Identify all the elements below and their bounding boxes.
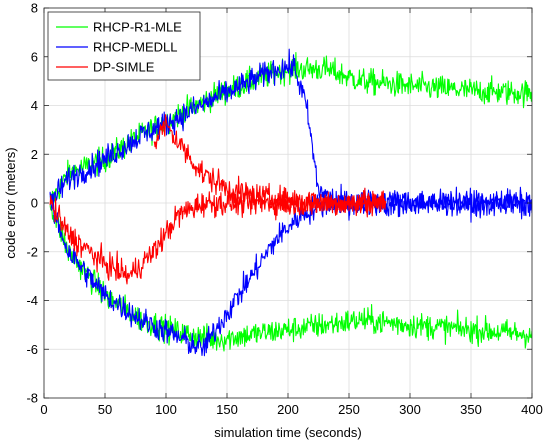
x-tick-label: 300 bbox=[399, 402, 421, 417]
plot-area bbox=[49, 48, 532, 357]
series-line-rhcp-medll-branch-2 bbox=[49, 186, 532, 357]
y-tick-label: -4 bbox=[26, 293, 38, 308]
x-tick-label: 150 bbox=[216, 402, 238, 417]
legend-box bbox=[47, 11, 201, 81]
legend: RHCP-R1-MLE RHCP-MEDLL DP-SIMLE bbox=[47, 11, 201, 81]
legend-label: RHCP-R1-MLE bbox=[93, 20, 182, 35]
x-tick-label: 100 bbox=[155, 402, 177, 417]
x-tick-label: 50 bbox=[98, 402, 112, 417]
x-tick-label: 250 bbox=[338, 402, 360, 417]
y-tick-label: 6 bbox=[31, 49, 38, 64]
legend-label: DP-SIMLE bbox=[93, 60, 155, 75]
y-tick-label: -8 bbox=[26, 391, 38, 406]
y-tick-label: 0 bbox=[31, 196, 38, 211]
series-line-dp-simle-branch-2 bbox=[153, 114, 386, 218]
ticks: 0 50 100 150 200 250 300 350 400 -8 -6 -4 -2 0 2 4 6 8 bbox=[26, 1, 542, 418]
x-tick-label: 200 bbox=[277, 402, 299, 417]
x-tick-label: 0 bbox=[40, 402, 47, 417]
x-axis-label: simulation time (seconds) bbox=[214, 425, 361, 440]
y-tick-label: 8 bbox=[31, 1, 38, 16]
x-tick-label: 350 bbox=[460, 402, 482, 417]
series-line-rhcp-r1-mle-branch-1 bbox=[49, 52, 532, 203]
legend-label: RHCP-MEDLL bbox=[93, 40, 178, 55]
x-tick-label: 400 bbox=[521, 402, 543, 417]
y-tick-label: 4 bbox=[31, 98, 38, 113]
y-tick-label: 2 bbox=[31, 147, 38, 162]
y-tick-label: -6 bbox=[26, 342, 38, 357]
y-axis-label: code error (meters) bbox=[3, 147, 18, 258]
y-tick-label: -2 bbox=[26, 244, 38, 259]
